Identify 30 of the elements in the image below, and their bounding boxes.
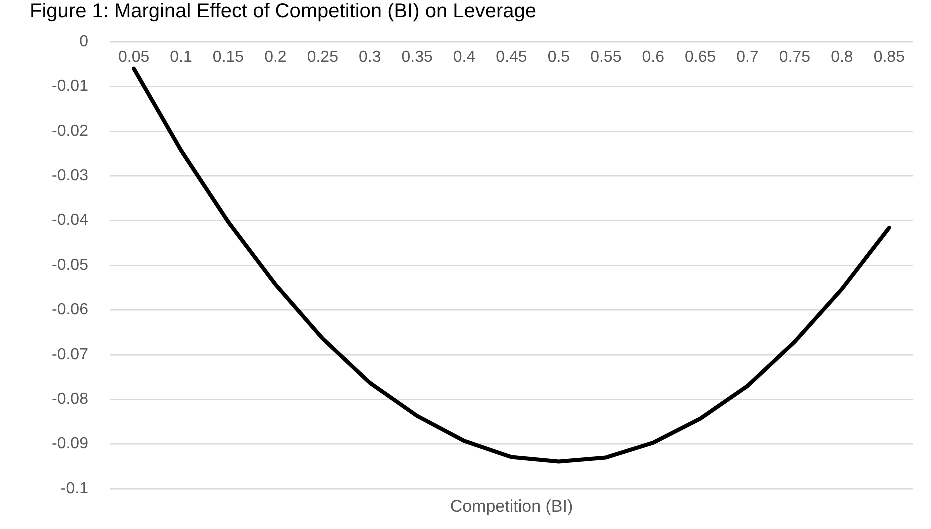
y-tick-label: -0.01 <box>52 78 89 96</box>
x-tick-label: 0.75 <box>779 49 811 66</box>
x-tick-label: 0.2 <box>264 49 287 66</box>
x-tick-label: 0.15 <box>212 49 244 66</box>
x-tick-label: 0.05 <box>118 49 150 66</box>
y-tick-label: -0.06 <box>52 302 89 319</box>
x-tick-label: 0.85 <box>874 49 906 66</box>
y-tick-label: -0.04 <box>52 212 89 230</box>
x-tick-label: 0.65 <box>684 49 716 66</box>
x-tick-label: 0.55 <box>590 49 622 66</box>
y-tick-label: -0.08 <box>52 391 89 408</box>
x-tick-label: 0.7 <box>736 49 759 66</box>
y-tick-label: -0.09 <box>52 436 89 453</box>
chart-title: Figure 1: Marginal Effect of Competition (BI) on Leverage <box>30 0 537 23</box>
y-tick-label: -0.02 <box>52 122 89 140</box>
y-tick-label: -0.03 <box>52 168 89 185</box>
y-tick-label: -0.1 <box>60 480 89 498</box>
y-tick-label: 0 <box>80 33 89 50</box>
y-tick-label: -0.07 <box>52 346 89 364</box>
x-tick-label: 0.45 <box>496 49 528 66</box>
x-axis-title: Competition (BI) <box>450 497 574 516</box>
x-tick-label: 0.35 <box>402 49 433 66</box>
x-tick-label: 0.25 <box>307 49 339 66</box>
x-tick-label: 0.4 <box>453 49 476 66</box>
x-tick-label: 0.6 <box>642 49 665 66</box>
x-tick-label: 0.3 <box>358 49 382 66</box>
x-tick-label: 0.8 <box>831 49 854 66</box>
x-tick-label: 0.1 <box>170 49 192 66</box>
y-tick-label: -0.05 <box>52 256 89 274</box>
x-tick-label: 0.5 <box>548 49 570 66</box>
